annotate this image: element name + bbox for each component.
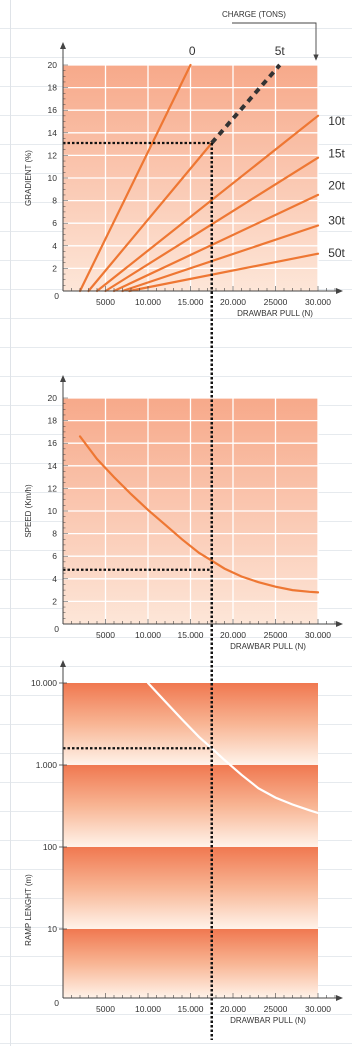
chart2-x-tick-label: 5000 bbox=[96, 630, 115, 640]
chart1-x-tick-label: 5000 bbox=[96, 297, 115, 307]
chart1-y-tick-label: 8 bbox=[52, 196, 57, 206]
margin-line bbox=[10, 0, 11, 1046]
chart1-series-label-15t: 15t bbox=[328, 147, 345, 161]
chart3-y-tick-label: 100 bbox=[43, 842, 57, 852]
chart1-y-tick-label: 12 bbox=[48, 150, 58, 160]
chart2-y-tick-label: 2 bbox=[52, 596, 57, 606]
chart3-origin-label: 0 bbox=[54, 998, 59, 1008]
chart3-x-tick-label: 10.000 bbox=[135, 1004, 161, 1014]
chart1-y-tick-label: 14 bbox=[48, 128, 58, 138]
chart1-y-tick-label: 2 bbox=[52, 263, 57, 273]
chart3-x-tick-label: 15.000 bbox=[178, 1004, 204, 1014]
chart1-series-line-1 bbox=[78, 63, 192, 293]
chart1-x-tick-label: 15.000 bbox=[178, 297, 204, 307]
chart1-series-label-5t: 5t bbox=[275, 44, 286, 58]
chart1-series-line-2 bbox=[87, 141, 213, 293]
chart2-y-tick-label: 8 bbox=[52, 529, 57, 539]
chart3-x-tick-label: 25000 bbox=[264, 1004, 288, 1014]
charge-pointer-line bbox=[232, 22, 319, 61]
chart1-series-line-3 bbox=[95, 114, 320, 293]
chart3-x-tick-label: 5000 bbox=[96, 1004, 115, 1014]
chart2-x-tick-label: 30.000 bbox=[305, 630, 331, 640]
chart2-x-tick-label: 15.000 bbox=[178, 630, 204, 640]
chart2-y-axis-label: SPEED (Km/h) bbox=[24, 484, 33, 538]
chart3-decade-band bbox=[63, 683, 318, 765]
chart1-series-label-50t: 50t bbox=[328, 246, 345, 260]
chart1-x-tick-label: 30.000 bbox=[305, 297, 331, 307]
chart1-x-tick-label: 10.000 bbox=[135, 297, 161, 307]
chart1-x-tick-label: 20.000 bbox=[220, 297, 246, 307]
chart1-series-label-0: 0 bbox=[189, 44, 196, 58]
chart1-y-tick-label: 10 bbox=[48, 173, 58, 183]
chart2-y-tick-label: 14 bbox=[48, 461, 58, 471]
chart1-series-line-5 bbox=[112, 193, 320, 293]
chart3-x-axis-label: DRAWBAR PULL (N) bbox=[230, 1016, 306, 1025]
chart3-y-axis-label: RAMP LENGHT (m) bbox=[24, 874, 33, 946]
chart1-origin-label: 0 bbox=[54, 291, 59, 301]
chart3-decade-band bbox=[63, 929, 318, 998]
chart3-y-tick-label: 10 bbox=[48, 924, 58, 934]
chart2-y-tick-label: 4 bbox=[52, 574, 57, 584]
chart3-y-tick-label: 10.000 bbox=[31, 678, 57, 688]
chart2-y-tick-label: 6 bbox=[52, 551, 57, 561]
chart1-y-tick-label: 6 bbox=[52, 218, 57, 228]
chart3-y-tick-label: 1.000 bbox=[36, 760, 58, 770]
chart2-y-tick-label: 10 bbox=[48, 506, 58, 516]
chart2-y-tick-label: 20 bbox=[48, 393, 58, 403]
chart2-y-tick-label: 12 bbox=[48, 483, 58, 493]
chart1-series-line-7 bbox=[128, 252, 320, 293]
chart1-y-axis-label: GRADIENT (%) bbox=[24, 150, 33, 206]
chart1-series-label-20t: 20t bbox=[328, 178, 345, 192]
chart1-y-tick-label: 16 bbox=[48, 105, 58, 115]
chart2-x-tick-label: 25000 bbox=[264, 630, 288, 640]
chart2-y-tick-label: 18 bbox=[48, 416, 58, 426]
chart2-x-tick-label: 10.000 bbox=[135, 630, 161, 640]
chart1-x-tick-label: 25000 bbox=[264, 297, 288, 307]
chart1-y-tick-label: 18 bbox=[48, 83, 58, 93]
chart2-series-line-1 bbox=[78, 435, 320, 594]
chart1-y-tick-label: 4 bbox=[52, 241, 57, 251]
chart2-origin-label: 0 bbox=[54, 624, 59, 634]
chart1-series-label-30t: 30t bbox=[328, 213, 345, 227]
chart3-decade-band bbox=[63, 847, 318, 929]
chart2-x-axis-label: DRAWBAR PULL (N) bbox=[230, 642, 306, 651]
chart3-decade-band bbox=[63, 765, 318, 847]
charge-tons-label: CHARGE (TONS) bbox=[222, 10, 286, 19]
chart3-series-line-1 bbox=[146, 681, 320, 815]
chart1-series-line-6 bbox=[121, 224, 320, 293]
chart3-x-tick-label: 30.000 bbox=[305, 1004, 331, 1014]
chart2-y-tick-label: 16 bbox=[48, 438, 58, 448]
chart1-series-label-10t: 10t bbox=[328, 114, 345, 128]
chart3-x-tick-label: 20.000 bbox=[220, 1004, 246, 1014]
chart1-y-tick-label: 20 bbox=[48, 60, 58, 70]
chart1-x-axis-label: DRAWBAR PULL (N) bbox=[237, 309, 313, 318]
chart2-x-tick-label: 20.000 bbox=[220, 630, 246, 640]
